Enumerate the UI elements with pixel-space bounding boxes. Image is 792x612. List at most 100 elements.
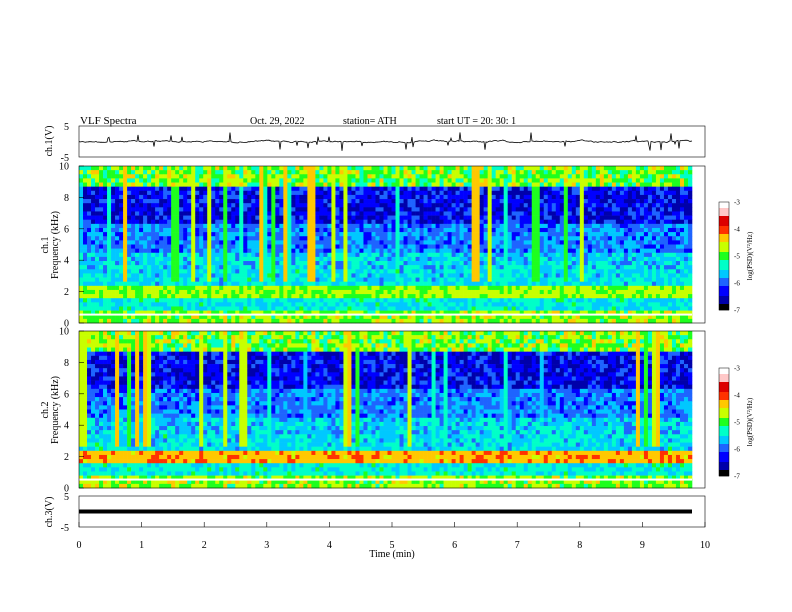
spectrogram-cell	[135, 294, 140, 299]
spectrogram-cell	[239, 199, 244, 204]
spectrogram-cell	[523, 252, 529, 258]
spectrogram-cell	[527, 232, 533, 237]
spectrogram-cell	[159, 199, 164, 204]
spectrogram-cell	[551, 178, 557, 183]
spectrogram-cell	[315, 244, 320, 249]
spectrogram-cell	[559, 265, 565, 270]
spectrogram-cell	[679, 285, 685, 291]
spectrogram-cell	[435, 281, 440, 287]
spectrogram-cell	[339, 248, 344, 254]
spectrogram-cell	[107, 207, 112, 212]
spectrogram-cell	[683, 277, 689, 282]
spectrogram-cell	[259, 252, 264, 258]
spectrogram-cell	[651, 186, 657, 192]
spectrogram-cell	[487, 174, 492, 179]
spectrogram-cell	[227, 285, 232, 291]
spectrogram-cell	[679, 244, 685, 249]
spectrogram-cell	[303, 252, 308, 258]
spectrogram-cell	[327, 269, 332, 274]
spectrogram-cell	[423, 174, 428, 179]
spectrogram-cell	[663, 199, 669, 204]
spectrogram-cell	[679, 182, 685, 187]
spectrogram-cell	[227, 269, 232, 274]
spectrogram-cell	[507, 252, 513, 258]
spectrogram-cell	[551, 285, 557, 291]
spectrogram-cell	[623, 207, 629, 212]
spectrogram-cell	[591, 215, 597, 221]
spectrogram-cell	[159, 285, 164, 291]
spectrogram-cell	[623, 244, 629, 249]
spectrogram-cell	[627, 223, 633, 229]
spectrogram-cell	[455, 190, 460, 196]
spectrogram-cell	[251, 252, 256, 258]
spectrogram-cell	[259, 227, 264, 233]
spectrogram-cell	[679, 223, 685, 229]
spectrogram-cell	[207, 178, 212, 183]
spectrogram-cell	[99, 256, 104, 262]
spectrogram-cell	[347, 207, 352, 212]
spectrogram-cell	[131, 182, 136, 187]
spectrogram-cell	[559, 289, 565, 295]
spectrogram-cell	[423, 269, 428, 274]
spectrogram-cell	[611, 166, 617, 171]
spectrogram-cell	[179, 289, 184, 295]
spectrogram-cell	[351, 265, 356, 270]
spectrogram-cell	[479, 256, 484, 262]
spectrogram-cell	[615, 182, 621, 187]
spectrogram-cell	[179, 269, 184, 274]
spectrogram-cell	[271, 277, 276, 282]
spectrogram-cell	[347, 203, 352, 208]
spectrogram-cell	[655, 273, 661, 278]
spectrogram-cell	[219, 211, 224, 216]
spectrogram-cell	[367, 211, 372, 216]
spectrogram-cell	[411, 277, 416, 282]
spectrogram-cell	[367, 256, 372, 262]
spectrogram-cell	[111, 281, 116, 287]
spectrogram-cell	[211, 190, 216, 196]
spectrogram-cell	[643, 182, 649, 187]
spectrogram-cell	[355, 174, 360, 179]
spectrogram-cell	[207, 289, 212, 295]
spectrogram-cell	[95, 265, 100, 270]
spectrogram-cell	[659, 265, 665, 270]
spectrogram-cell	[239, 244, 244, 249]
spectrogram-cell	[503, 281, 508, 287]
spectrogram-cell	[531, 281, 537, 287]
spectrogram-cell	[639, 277, 645, 282]
spectrogram-cell	[123, 256, 128, 262]
spectrogram-cell	[539, 240, 545, 245]
spectrogram-cell	[627, 294, 633, 299]
spectrogram-cell	[147, 203, 152, 208]
spectrogram-cell	[143, 256, 148, 262]
spectrogram-cell	[347, 223, 352, 229]
spectrogram-cell	[523, 207, 529, 212]
spectrogram-cell	[215, 273, 220, 278]
spectrogram-cell	[651, 261, 657, 266]
spectrogram-cell	[379, 256, 384, 262]
spectrogram-cell	[167, 232, 172, 237]
spectrogram-cell	[687, 182, 693, 187]
spectrogram-cell	[563, 211, 569, 216]
spectrogram-cell	[79, 256, 84, 262]
spectrogram-cell	[279, 232, 284, 237]
spectrogram-cell	[123, 223, 128, 229]
spectrogram-cell	[327, 277, 332, 282]
spectrogram-cell	[259, 244, 264, 249]
spectrogram-cell	[659, 294, 665, 299]
spectrogram-cell	[635, 207, 641, 212]
spectrogram-cell	[263, 223, 268, 229]
spectrogram-cell	[615, 170, 621, 175]
spectrogram-cell	[175, 219, 180, 225]
spectrogram-cell	[143, 285, 148, 291]
spectrogram-cell	[91, 227, 96, 233]
spectrogram-cell	[439, 277, 444, 282]
spectrogram-cell	[199, 294, 204, 299]
spectrogram-cell	[671, 285, 677, 291]
spectrogram-cell	[171, 265, 176, 270]
spectrogram-cell	[187, 298, 192, 303]
spectrogram-cell	[511, 215, 517, 221]
spectrogram-cell	[355, 219, 360, 225]
spectrogram-cell	[483, 240, 488, 245]
spectrogram-cell	[315, 207, 320, 212]
spectrogram-cell	[223, 199, 228, 204]
